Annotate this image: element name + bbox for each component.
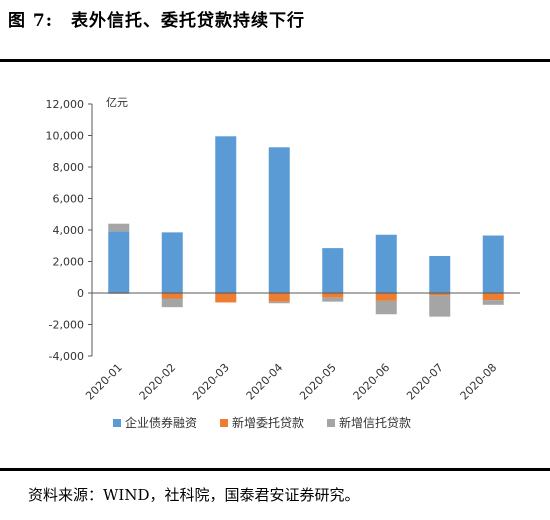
y-tick-label: 4,000 [53, 224, 85, 237]
x-tick-label: 2020-07 [404, 361, 446, 403]
bar-bond [268, 147, 290, 293]
legend-label: 新增委托贷款 [232, 415, 304, 430]
figure-title: 图 7: 表外信托、委托贷款持续下行 [8, 6, 305, 31]
y-axis: -4,000 -2,000 0 2,000 4,000 6,000 8,000 10,000 1… [46, 98, 93, 363]
bottom-rule [0, 468, 550, 471]
y-tick-label: 0 [77, 287, 84, 300]
bar-trust [482, 300, 504, 305]
bar-entrusted [268, 293, 290, 302]
x-tick-label: 2020-04 [244, 361, 286, 403]
top-rule [0, 59, 550, 62]
unit-label: 亿元 [106, 96, 128, 109]
y-tick-label: 8,000 [53, 161, 85, 174]
y-tick-label: 6,000 [53, 193, 85, 206]
bar-chart: -4,000 -2,000 0 2,000 4,000 6,000 8,000 10,000 1… [46, 96, 520, 430]
bar-bond [161, 232, 183, 293]
legend-swatch [327, 419, 335, 427]
x-tick-label: 2020-06 [351, 361, 393, 403]
y-tick-label: 2,000 [53, 256, 85, 269]
source-note: 资料来源：WIND，社科院，国泰君安证券研究。 [28, 486, 360, 504]
bars [108, 136, 504, 317]
y-tick-label: -2,000 [49, 319, 84, 332]
x-tick-label: 2020-05 [297, 361, 339, 403]
x-tick-label: 2020-03 [190, 361, 232, 403]
bar-trust [108, 223, 130, 232]
bar-trust [429, 295, 451, 317]
y-tick-label: -4,000 [49, 350, 84, 363]
bar-entrusted [215, 293, 237, 303]
bar-trust [322, 297, 344, 302]
legend: 企业债券融资 新增委托贷款 新增信托贷款 [113, 415, 411, 430]
bar-bond [482, 235, 504, 293]
x-tick-label: 2020-02 [137, 361, 179, 403]
bar-entrusted [161, 293, 183, 299]
bar-bond [215, 136, 237, 293]
bar-entrusted [322, 293, 344, 298]
y-tick-label: 10,000 [46, 130, 85, 143]
legend-label: 新增信托贷款 [339, 415, 411, 430]
bar-entrusted [482, 293, 504, 301]
y-tick-label: 12,000 [46, 98, 85, 111]
bar-bond [429, 255, 451, 293]
bar-entrusted [429, 293, 451, 296]
bar-bond [108, 231, 130, 293]
bar-trust [268, 301, 290, 304]
bar-trust [375, 300, 397, 315]
x-tick-label: 2020-01 [83, 361, 125, 403]
legend-swatch [220, 419, 228, 427]
figure-title-text: 表外信托、委托贷款持续下行 [71, 11, 306, 31]
bar-entrusted [375, 293, 397, 301]
x-tick-label: 2020-08 [458, 361, 500, 403]
bar-bond [322, 248, 344, 293]
legend-label: 企业债券融资 [125, 415, 197, 430]
figure-number: 图 7: [8, 11, 54, 31]
bar-trust [161, 298, 183, 308]
x-axis: 2020-01 2020-02 2020-03 2020-04 2020-05 2020-… [83, 292, 520, 403]
bar-bond [375, 234, 397, 293]
legend-swatch [113, 419, 121, 427]
